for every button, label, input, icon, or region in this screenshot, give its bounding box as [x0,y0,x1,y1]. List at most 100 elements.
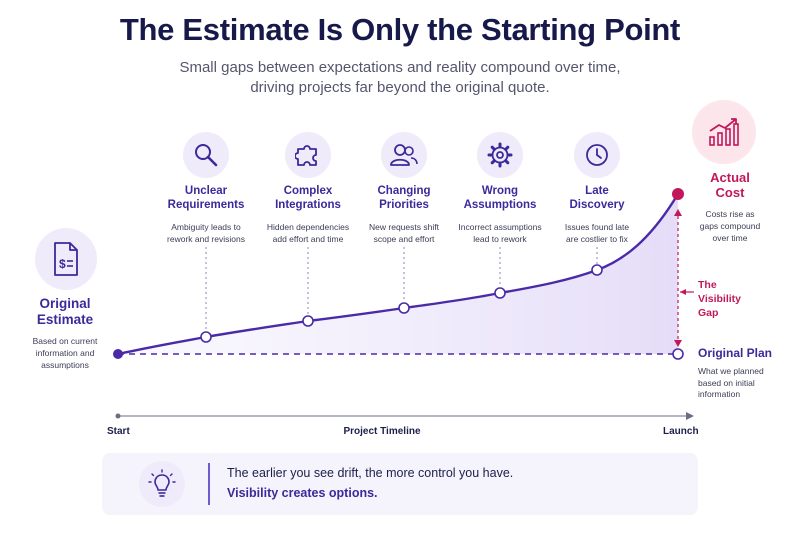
original-estimate-desc-line: information and [35,348,95,358]
lightbulb-icon [148,469,176,497]
factor-title: Late Discovery [542,184,652,212]
factor-desc-line: Ambiguity leads to [171,222,241,232]
factor-icon-circle [574,132,620,178]
timeline-start-label: Start [107,426,130,437]
factor-desc-line: lead to rework [473,234,527,244]
original-estimate-circle: $ [35,228,97,290]
factor-title-line: Wrong [481,185,519,197]
visibility-gap-line: Gap [698,307,719,319]
factor-title-line: Late [585,185,609,197]
original-estimate-title: Original Estimate [20,296,110,328]
factor-title-line: Complex [283,185,333,197]
original-plan-desc-line: based on initial [698,377,755,388]
gear-icon [487,142,513,168]
drift-area [118,194,678,354]
actual-cost-point [672,188,684,200]
factor-desc-line: scope and effort [373,234,435,244]
callout-emphasis: Visibility creates options. [227,486,378,500]
original-plan-desc-line: What we planned [698,366,764,376]
subtitle-line: driving projects far beyond the original… [250,79,550,96]
gap-arrow-head-bottom [674,340,682,347]
factor-wrong-assumptions: Wrong Assumptions Incorrect assumptions … [445,184,555,245]
factor-title-line: Changing [377,185,431,197]
factor-desc: Ambiguity leads to rework and revisions [151,221,261,245]
factor-desc-line: are costlier to fix [566,234,628,244]
factor-late-discovery: Late Discovery Issues found late are cos… [542,184,652,245]
document-dollar-icon: $ [54,242,78,276]
timeline-start-dot [115,413,121,419]
actual-cost-desc: Costs rise as gaps compound over time [692,208,768,244]
original-plan-desc: What we planned based on initial informa… [698,366,793,401]
original-estimate-desc-line: assumptions [41,360,89,370]
factor-title-line: Unclear [184,185,228,197]
actual-cost-title: Actual Cost [690,170,770,200]
page-title: The Estimate Is Only the Starting Point [119,12,681,47]
actual-cost-title-line: Actual [710,170,750,185]
factor-desc: Issues found late are costlier to fix [542,221,652,245]
factor-title-line: Integrations [275,199,341,211]
puzzle-icon [295,145,317,166]
timeline-arrow-head [686,412,694,420]
lightbulb-circle [139,461,185,507]
rising-chart-icon [709,118,739,146]
original-plan-desc-line: information [698,389,741,399]
factor-complex-integrations: Complex Integrations Hidden dependencies… [253,184,363,245]
timeline-label: Project Timeline [343,426,421,437]
start-point [113,349,123,359]
factor-title-line: Discovery [569,199,625,211]
gap-pointer-head [680,289,686,295]
subtitle-line: Small gaps between expectations and real… [179,59,621,76]
curve-point [591,264,603,276]
people-icon [390,144,418,166]
original-estimate-title-line: Estimate [36,312,94,327]
factor-desc: Incorrect assumptions lead to rework [445,221,555,245]
callout-text: The earlier you see drift, the more cont… [227,466,514,480]
factor-title: Wrong Assumptions [445,184,555,212]
insight-callout [102,453,698,515]
actual-cost-circle [692,100,756,164]
factor-desc-line: Incorrect assumptions [458,222,542,232]
magnifier-icon [195,144,218,167]
plan-end-point [672,348,684,360]
svg-text:$: $ [59,257,66,271]
visibility-gap-line: The [698,279,717,291]
factor-title: Changing Priorities [349,184,459,212]
factor-desc-line: add effort and time [272,234,344,244]
factor-title: Complex Integrations [253,184,363,212]
original-estimate-desc: Based on current information and assumpt… [22,335,108,371]
actual-cost-desc-line: gaps compound [699,221,761,231]
actual-cost-title-line: Cost [715,185,745,200]
original-estimate-desc-line: Based on current [32,336,98,346]
visibility-gap-line: Visibility [698,293,741,305]
factor-desc-line: New requests shift [369,222,439,232]
factor-title-line: Priorities [379,199,429,211]
page-subtitle: Small gaps between expectations and real… [0,58,800,98]
visibility-gap-label: The Visibility Gap [698,278,758,320]
original-estimate-title-line: Original [39,296,91,311]
factor-desc-line: Hidden dependencies [266,222,350,232]
factor-title-line: Requirements [167,199,245,211]
curve-point [398,302,410,314]
actual-cost-desc-line: Costs rise as [705,209,755,219]
factor-unclear-requirements: Unclear Requirements Ambiguity leads to … [151,184,261,245]
curve-point [494,287,506,299]
factor-title-line: Assumptions [463,199,537,211]
factor-icon-circle [183,132,229,178]
factor-icon-circle [477,132,523,178]
factor-changing-priorities: Changing Priorities New requests shift s… [349,184,459,245]
factor-icon-circle [285,132,331,178]
original-plan-title: Original Plan [698,346,773,360]
curve-point [302,315,314,327]
callout-divider [208,463,210,505]
clock-icon [586,144,608,166]
factor-desc-line: Issues found late [564,222,630,232]
timeline-end-label: Launch [663,426,699,437]
factor-desc-line: rework and revisions [167,234,245,244]
curve-point [200,331,212,343]
factor-desc: Hidden dependencies add effort and time [253,221,363,245]
factor-desc: New requests shift scope and effort [349,221,459,245]
actual-cost-desc-line: over time [712,233,748,243]
factor-title: Unclear Requirements [151,184,261,212]
gap-arrow-head-top [674,209,682,216]
